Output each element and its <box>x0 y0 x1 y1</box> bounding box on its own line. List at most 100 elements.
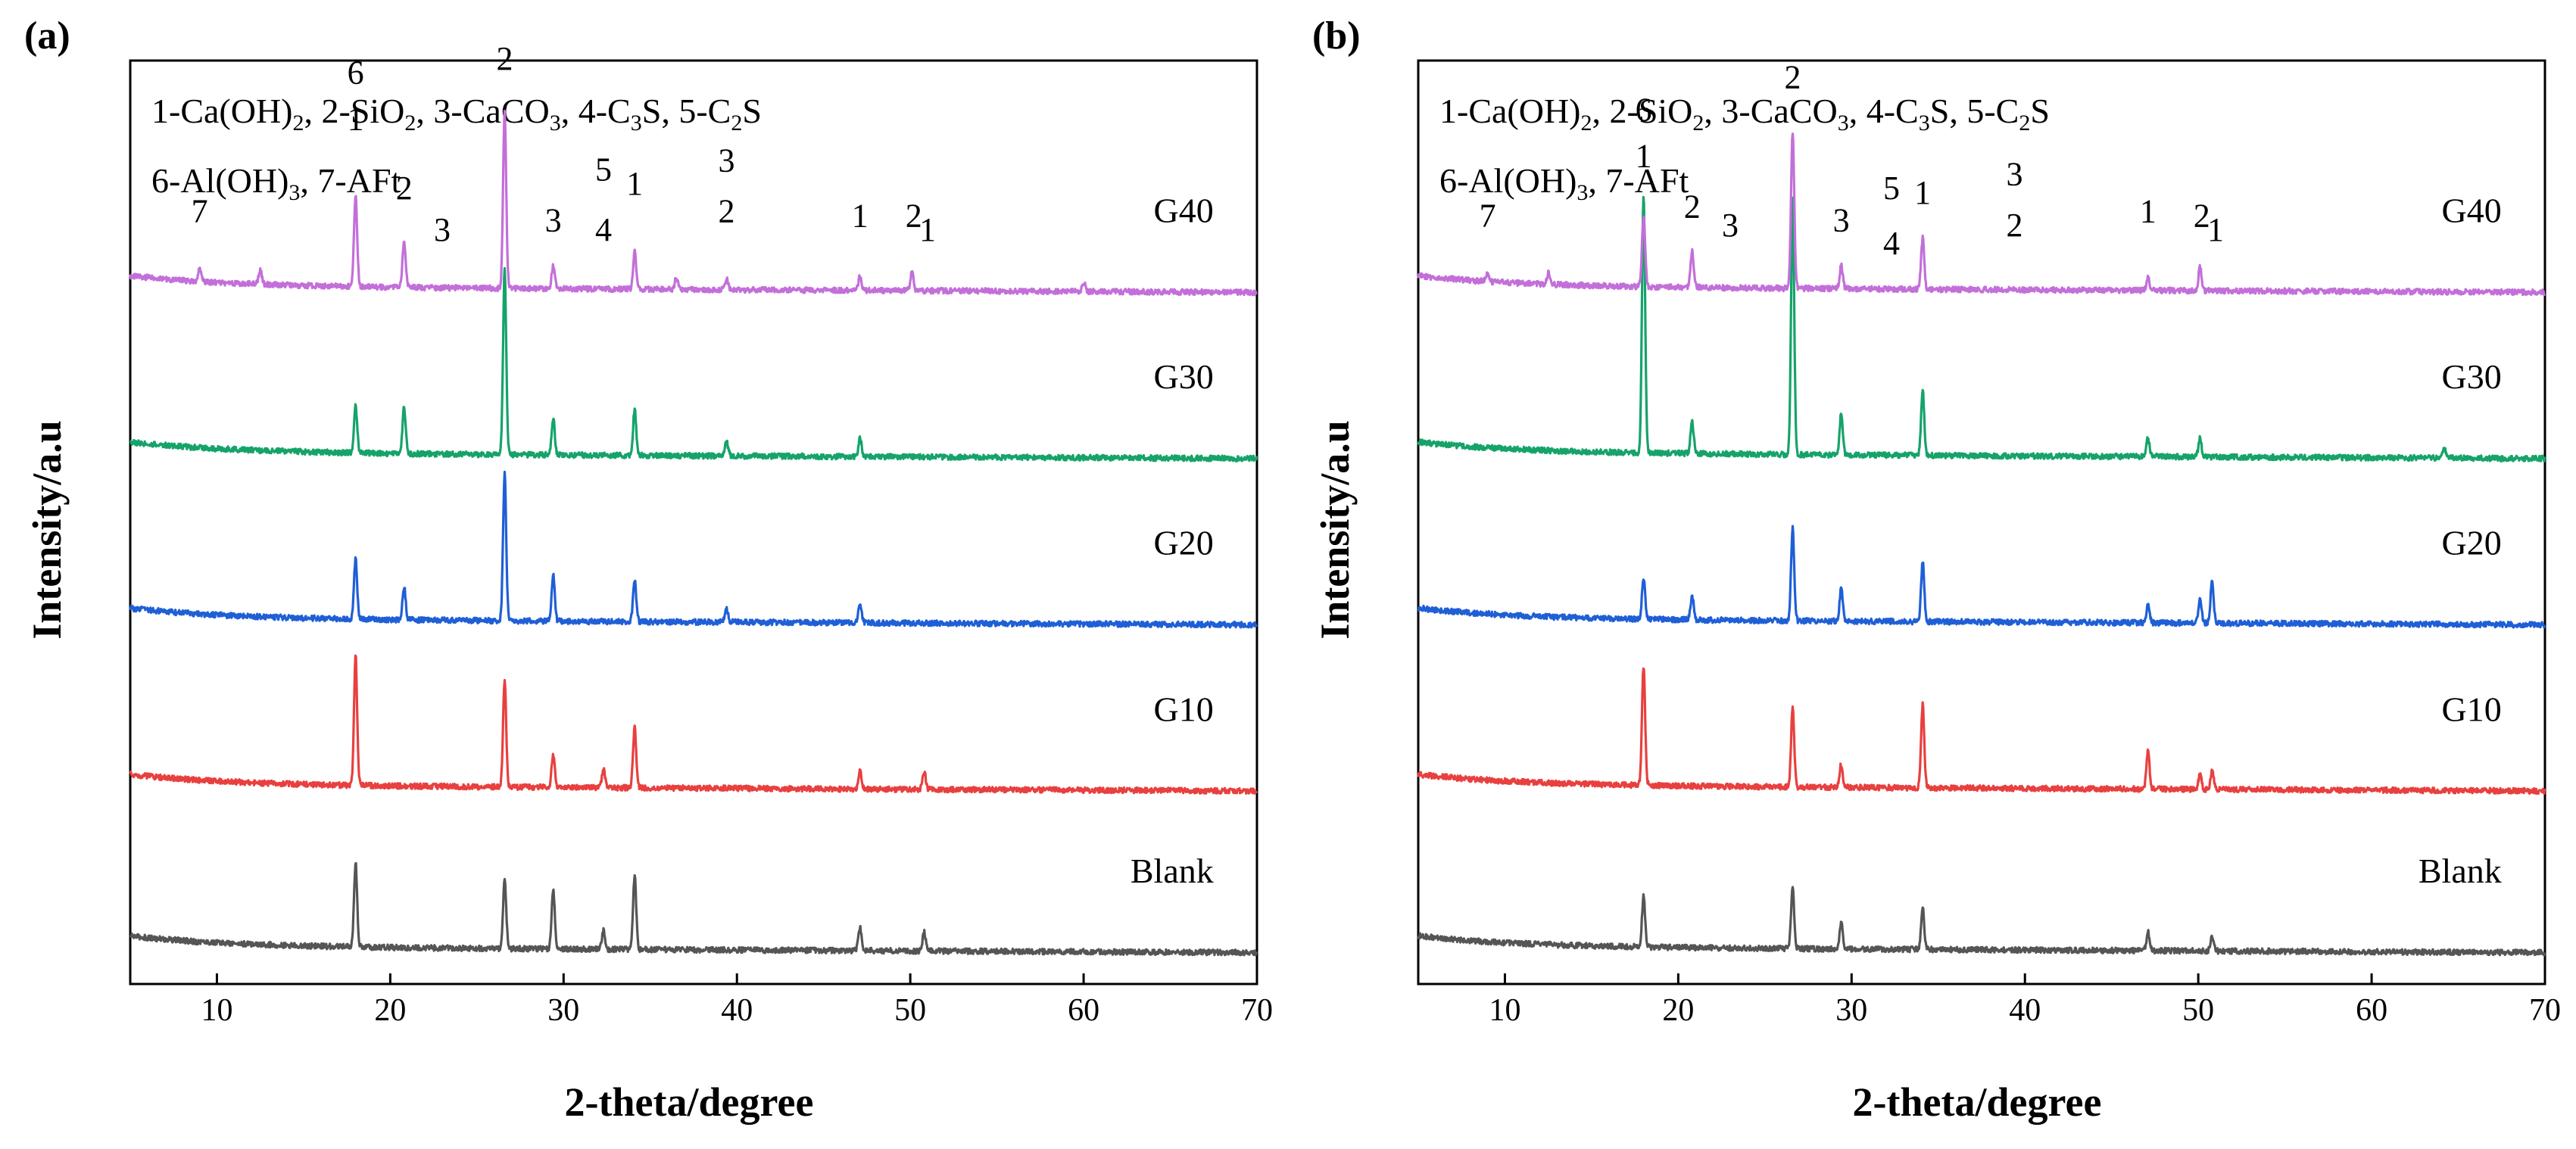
x-tick-label: 20 <box>374 993 406 1028</box>
peak-label: 3 <box>434 211 451 248</box>
phase-legend-line-2: 6-Al(OH)3, 7-AFt <box>151 160 401 206</box>
series-label-g30: G30 <box>2442 357 2502 396</box>
legend-subscript: 2 <box>1692 111 1704 136</box>
series-line-g20 <box>1417 525 2546 629</box>
plot-frame <box>1417 59 2546 986</box>
panel-b: (b) Intensity/a.u 2-theta/degree 1-Ca(OH… <box>1288 0 2576 1149</box>
legend-subscript: 3 <box>630 111 642 136</box>
series-label-g40: G40 <box>2442 192 2502 230</box>
legend-text: 6-Al(OH) <box>1439 161 1577 200</box>
series-line-g30 <box>1417 195 2546 462</box>
peak-label: 4 <box>595 211 612 248</box>
x-tick-label: 10 <box>201 993 232 1028</box>
legend-text: S, 5-C <box>1929 92 2019 130</box>
peak-label: 2 <box>1784 59 1801 96</box>
peak-label: 1 <box>852 198 869 235</box>
series-line-g10 <box>129 654 1258 796</box>
x-tick-label: 70 <box>1241 993 1273 1028</box>
legend-subscript: 2 <box>1580 111 1592 136</box>
series-label-g40: G40 <box>1154 192 1214 230</box>
peak-label: 1 <box>919 211 936 248</box>
legend-text: S, 5-C <box>641 92 731 130</box>
legend-text: 1-Ca(OH) <box>1439 92 1581 130</box>
panel-label: (b) <box>1312 14 1361 58</box>
phase-legend-line-2: 6-Al(OH)3, 7-AFt <box>1439 160 1689 206</box>
peak-label: 1 <box>1636 137 1652 174</box>
panel-label: (a) <box>24 14 70 58</box>
peak-label: 2 <box>2194 198 2210 235</box>
legend-subscript: 3 <box>1918 111 1930 136</box>
series-line-g40 <box>129 110 1258 297</box>
x-tick-label: 40 <box>2009 993 2041 1028</box>
series-label-g10: G10 <box>1154 690 1214 728</box>
peak-label: 1 <box>348 101 364 138</box>
x-tick-label: 70 <box>2529 993 2561 1028</box>
series-label-g20: G20 <box>2442 524 2502 562</box>
series-line-g10 <box>1417 667 2546 796</box>
legend-text: , 2-SiO <box>1592 92 1693 130</box>
peak-label: 4 <box>1883 225 1900 262</box>
peak-label: 1 <box>626 165 643 202</box>
phase-legend-line-1: 1-Ca(OH)2, 2-SiO2, 3-CaCO3, 4-C3S, 5-C2S <box>1439 91 2050 136</box>
phase-legend-line-1: 1-Ca(OH)2, 2-SiO2, 3-CaCO3, 4-C3S, 5-C2S <box>151 91 762 136</box>
legend-text: S <box>2030 92 2050 130</box>
series-line-blank <box>1417 886 2546 957</box>
legend-text: S <box>742 92 762 130</box>
peak-label: 2 <box>2006 207 2022 244</box>
series-label-g10: G10 <box>2442 690 2502 728</box>
peak-label: 2 <box>1684 188 1701 225</box>
legend-text: , 7-AFt <box>1588 161 1689 200</box>
panel-a: (a) Intensity/a.u 2-theta/degree 1-Ca(OH… <box>24 14 1273 1125</box>
legend-text: 6-Al(OH) <box>151 161 289 200</box>
series-line-g30 <box>129 266 1258 462</box>
x-tick-label: 50 <box>894 993 926 1028</box>
series-label-blank: Blank <box>2419 852 2502 890</box>
x-tick-label: 30 <box>1835 993 1867 1028</box>
legend-subscript: 2 <box>2019 111 2031 136</box>
x-axis-label: 2-theta/degree <box>1852 1079 2102 1125</box>
x-tick-label: 30 <box>547 993 579 1028</box>
series-line-blank <box>129 861 1258 957</box>
legend-text: , 7-AFt <box>300 161 401 200</box>
peak-label: 2 <box>496 40 513 77</box>
peak-label: 3 <box>2006 156 2022 193</box>
legend-text: , 4-C <box>560 92 631 130</box>
peak-label: 5 <box>1883 170 1900 207</box>
peak-label: 3 <box>1833 202 1850 239</box>
legend-text: , 2-SiO <box>304 92 405 130</box>
series-label-g20: G20 <box>1154 524 1214 562</box>
peak-label: 7 <box>192 193 208 230</box>
x-tick-label: 40 <box>721 993 753 1028</box>
legend-text: , 3-CaCO <box>1704 92 1838 130</box>
x-tick-label: 60 <box>2356 993 2387 1028</box>
legend-subscript: 3 <box>288 180 301 206</box>
legend-subscript: 3 <box>1576 180 1589 206</box>
peak-label: 2 <box>396 170 413 207</box>
series-label-blank: Blank <box>1131 852 1214 890</box>
x-axis-label: 2-theta/degree <box>564 1079 814 1125</box>
legend-text: 1-Ca(OH) <box>151 92 293 130</box>
peak-label: 3 <box>718 142 734 179</box>
peak-label: 3 <box>1722 207 1739 244</box>
legend-text: , 3-CaCO <box>416 92 550 130</box>
legend-text: , 4-C <box>1848 92 1919 130</box>
legend-subscript: 2 <box>731 111 743 136</box>
series-line-g40 <box>1417 132 2546 297</box>
legend-subscript: 3 <box>549 111 561 136</box>
plot-frame <box>129 59 1258 986</box>
x-tick-label: 10 <box>1489 993 1520 1028</box>
series-line-g20 <box>129 470 1258 629</box>
series-label-g30: G30 <box>1154 357 1214 396</box>
peak-label: 3 <box>545 202 562 239</box>
x-tick-label: 50 <box>2182 993 2214 1028</box>
peak-label: 7 <box>1480 198 1496 235</box>
legend-subscript: 2 <box>404 111 416 136</box>
x-tick-label: 20 <box>1662 993 1694 1028</box>
peak-label: 5 <box>595 151 612 188</box>
peak-label: 2 <box>906 198 922 235</box>
peak-label: 2 <box>718 193 734 230</box>
peak-label: 6 <box>348 54 364 92</box>
